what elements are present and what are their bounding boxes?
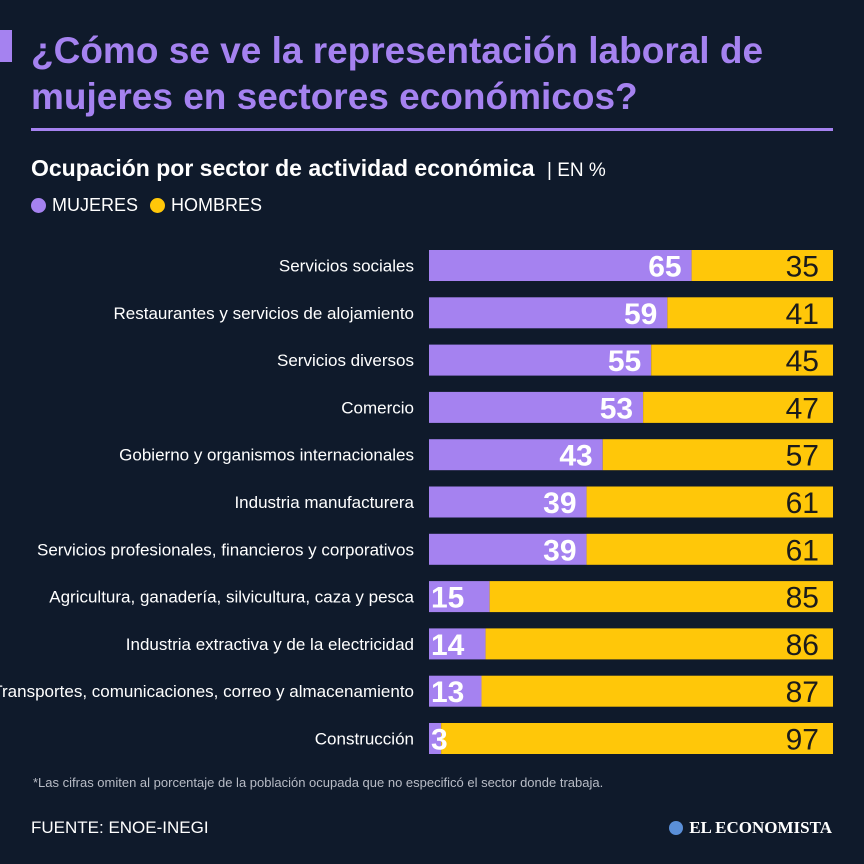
bar-hombres [602,439,833,471]
bar-mujeres [429,581,490,613]
value-label-mujeres: 65 [648,251,681,284]
value-label-hombres: 87 [786,676,819,709]
bar-mujeres [429,250,692,281]
legend: MUJERES HOMBRES [31,195,274,216]
brand-name: EL ECONOMISTA [689,818,832,837]
value-label-mujeres: 43 [559,440,592,473]
value-label-hombres: 85 [786,582,819,615]
bar-mujeres [429,486,587,518]
bar-mujeres [429,628,486,660]
value-label-hombres: 57 [786,440,819,473]
value-label-mujeres: 13 [431,676,464,709]
bar-hombres [586,533,833,565]
page-title: ¿Cómo se ve la representación laboral de… [31,30,764,117]
value-label-mujeres: 3 [431,724,448,757]
bar-hombres [485,628,833,660]
bar-hombres [691,250,833,281]
bar-hombres [586,486,833,518]
value-label-hombres: 97 [786,724,819,757]
value-label-mujeres: 39 [543,487,576,520]
bar-hombres [481,675,833,707]
bar-mujeres [429,533,587,565]
brand-icon [669,821,684,835]
category-label: Industria manufacturera [234,493,414,512]
value-label-mujeres: 53 [600,392,633,425]
chart-subtitle: Ocupación por sector de actividad económ… [31,155,606,182]
legend-label-hombres: HOMBRES [171,195,263,215]
category-label: Servicios diversos [277,351,414,370]
value-label-hombres: 35 [786,251,819,284]
value-label-hombres: 61 [786,534,819,567]
accent-bar [0,30,12,62]
value-label-hombres: 61 [786,487,819,520]
bar-mujeres [429,391,644,423]
bar-hombres [441,723,833,754]
title-divider [31,128,833,131]
bar-mujeres [429,297,668,329]
value-label-mujeres: 39 [543,534,576,567]
bar-hombres [489,581,833,613]
legend-label-mujeres: MUJERES [52,195,139,215]
bar-mujeres [429,344,652,376]
value-label-hombres: 86 [786,629,819,662]
value-label-mujeres: 15 [431,582,464,615]
category-label: Gobierno y organismos internacionales [119,446,414,465]
value-label-hombres: 41 [786,298,819,331]
category-label: Construcción [315,730,414,749]
category-label: Restaurantes y servicios de alojamiento [114,304,414,323]
category-label: Servicios sociales [279,257,414,276]
category-label: Transportes, comunicaciones, correo y al… [0,682,414,701]
bar-hombres [667,297,833,329]
bar-hombres [643,391,833,423]
bar-hombres [651,344,833,376]
value-label-mujeres: 14 [431,629,465,662]
value-label-hombres: 47 [786,392,819,425]
bar-mujeres [429,675,482,707]
category-label: Agricultura, ganadería, silvicultura, ca… [49,588,414,607]
legend-item-mujeres: MUJERES [31,195,138,216]
brand-logo: EL ECONOMISTA [669,818,832,838]
bar-mujeres [429,439,603,471]
legend-item-hombres: HOMBRES [150,195,262,216]
bar-mujeres [429,723,442,754]
unit-label: | EN % [546,160,606,181]
category-label: Industria extractiva y de la electricida… [126,635,414,654]
value-label-mujeres: 55 [608,345,641,378]
category-label: Comercio [341,398,414,417]
category-label: Servicios profesionales, financieros y c… [37,540,414,559]
subtitle-text: Ocupación por sector de actividad económ… [31,155,535,181]
source-label: FUENTE: ENOE-INEGI [31,818,209,837]
legend-dot-hombres-icon [150,198,166,213]
footnote: *Las cifras omiten al porcentaje de la p… [33,775,604,790]
legend-dot-mujeres-icon [31,198,46,213]
value-label-mujeres: 59 [624,298,657,331]
value-label-hombres: 45 [786,345,819,378]
